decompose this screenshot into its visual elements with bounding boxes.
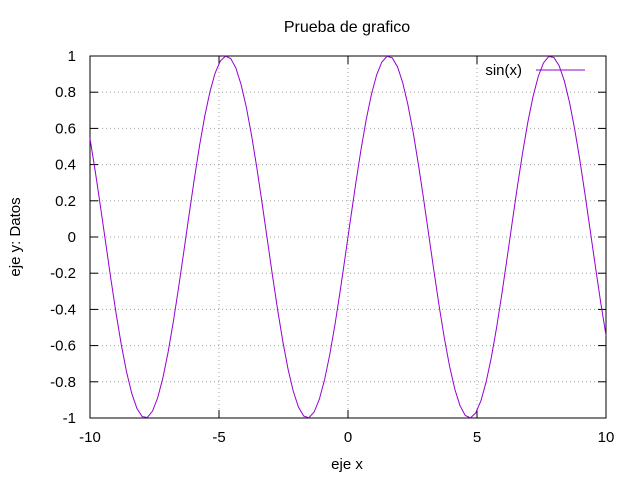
- plot-frame: [89, 55, 607, 419]
- y-tick-label: 0.4: [55, 157, 76, 174]
- series-layer: [89, 55, 607, 419]
- x-tick-label: -5: [212, 429, 225, 446]
- y-tick-label: -0.2: [50, 265, 76, 282]
- y-tick-label: 0.6: [55, 120, 76, 137]
- y-tick-label: 0.8: [55, 84, 76, 101]
- x-tick-label: 5: [473, 429, 481, 446]
- y-tick-label: -1: [63, 410, 76, 427]
- chart-title: Prueba de grafico: [284, 19, 410, 36]
- x-axis-label: eje x: [331, 456, 363, 473]
- x-tick-labels: -10 -5 0 5 10: [79, 429, 614, 446]
- legend: sin(x): [485, 62, 585, 79]
- y-tick-label: -0.6: [50, 338, 76, 355]
- x-tick-label: 0: [344, 429, 352, 446]
- x-tick-label: -10: [79, 429, 101, 446]
- y-tick-label: 1: [68, 48, 76, 65]
- y-tick-label: 0: [68, 229, 76, 246]
- y-tick-label: -0.8: [50, 374, 76, 391]
- y-axis-label: eje y: Datos: [7, 197, 24, 276]
- series-line-sin: [89, 55, 607, 419]
- legend-label-sin: sin(x): [485, 62, 522, 79]
- y-tick-label: -0.4: [50, 301, 76, 318]
- x-tick-label: 10: [598, 429, 615, 446]
- y-tick-label: 0.2: [55, 193, 76, 210]
- y-tick-labels: -1 -0.8 -0.6 -0.4 -0.2 0 0.2 0.4 0.6 0.8 1: [50, 48, 76, 427]
